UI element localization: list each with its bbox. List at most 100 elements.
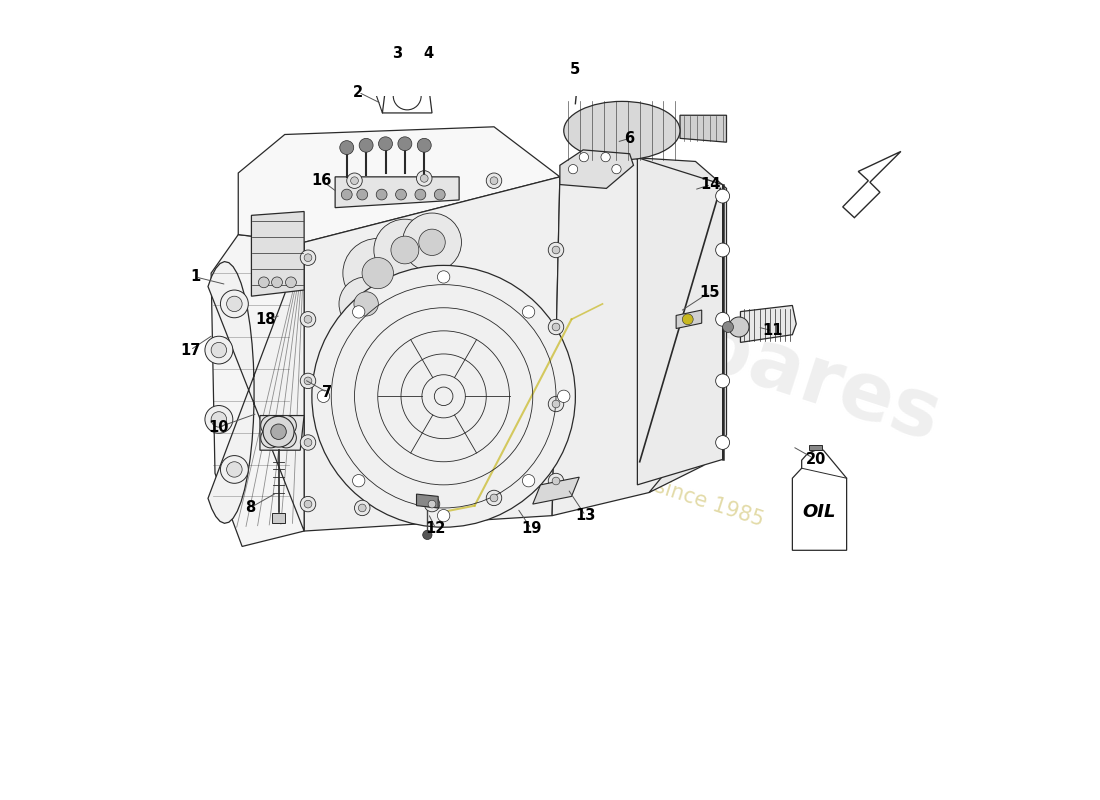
Circle shape: [729, 317, 749, 337]
Circle shape: [548, 242, 563, 258]
Circle shape: [491, 177, 498, 185]
Circle shape: [352, 306, 365, 318]
Circle shape: [261, 428, 280, 448]
Circle shape: [612, 165, 621, 174]
Circle shape: [548, 396, 563, 412]
Text: 1: 1: [190, 270, 200, 285]
Circle shape: [300, 496, 316, 512]
Text: 6: 6: [625, 131, 635, 146]
Circle shape: [272, 277, 283, 288]
Polygon shape: [383, 81, 432, 113]
Circle shape: [205, 336, 233, 364]
Text: 3: 3: [392, 46, 403, 61]
Text: 20: 20: [805, 452, 826, 467]
Circle shape: [261, 415, 280, 435]
Circle shape: [304, 377, 312, 385]
Circle shape: [220, 290, 249, 318]
Ellipse shape: [563, 102, 680, 160]
Polygon shape: [634, 158, 726, 493]
Text: eurospares: eurospares: [441, 226, 949, 458]
Circle shape: [420, 174, 428, 182]
Polygon shape: [680, 115, 726, 142]
Circle shape: [312, 266, 575, 527]
Circle shape: [340, 141, 354, 154]
Circle shape: [304, 254, 312, 262]
Circle shape: [339, 277, 394, 331]
Circle shape: [300, 311, 316, 327]
Circle shape: [354, 292, 378, 316]
Polygon shape: [810, 445, 822, 450]
Circle shape: [211, 342, 227, 358]
Circle shape: [419, 229, 446, 255]
Text: 15: 15: [700, 285, 719, 300]
Polygon shape: [336, 177, 459, 208]
Polygon shape: [676, 310, 702, 329]
Circle shape: [359, 138, 373, 152]
Polygon shape: [211, 234, 304, 546]
Circle shape: [304, 500, 312, 508]
Circle shape: [552, 400, 560, 408]
Circle shape: [574, 58, 585, 68]
Circle shape: [403, 213, 462, 271]
Circle shape: [398, 137, 411, 150]
Circle shape: [227, 296, 242, 311]
Circle shape: [356, 189, 367, 200]
Text: a passion for cars since 1985: a passion for cars since 1985: [470, 417, 767, 530]
Circle shape: [548, 319, 563, 334]
Circle shape: [716, 435, 729, 450]
Circle shape: [205, 406, 233, 434]
Circle shape: [434, 189, 446, 200]
Text: 10: 10: [209, 419, 229, 434]
Circle shape: [428, 500, 436, 508]
Circle shape: [552, 477, 560, 485]
Polygon shape: [273, 514, 285, 523]
Circle shape: [580, 153, 588, 162]
Circle shape: [266, 434, 275, 442]
Text: 12: 12: [426, 522, 447, 536]
Circle shape: [522, 474, 535, 487]
Text: 7: 7: [322, 385, 332, 400]
Circle shape: [300, 435, 316, 450]
Circle shape: [220, 455, 249, 483]
Circle shape: [425, 496, 440, 512]
Circle shape: [378, 137, 393, 150]
Text: 18: 18: [255, 312, 276, 326]
Circle shape: [370, 82, 378, 91]
Circle shape: [417, 138, 431, 152]
Circle shape: [374, 219, 436, 281]
Circle shape: [415, 46, 426, 57]
Circle shape: [558, 390, 570, 402]
Polygon shape: [260, 415, 304, 450]
Circle shape: [438, 270, 450, 283]
Text: 11: 11: [762, 323, 783, 338]
Circle shape: [266, 421, 275, 430]
Circle shape: [346, 173, 362, 189]
Circle shape: [341, 189, 352, 200]
Circle shape: [282, 421, 290, 430]
Polygon shape: [560, 150, 634, 188]
Circle shape: [394, 82, 421, 110]
Circle shape: [491, 494, 498, 502]
Circle shape: [415, 189, 426, 200]
Text: 17: 17: [180, 342, 200, 358]
Text: 16: 16: [311, 174, 332, 188]
Circle shape: [716, 312, 729, 326]
Text: OIL: OIL: [803, 503, 836, 522]
Circle shape: [396, 189, 406, 200]
Circle shape: [376, 189, 387, 200]
Polygon shape: [532, 477, 580, 504]
Polygon shape: [792, 450, 847, 550]
Circle shape: [351, 177, 359, 185]
Polygon shape: [417, 494, 438, 508]
Text: 13: 13: [575, 508, 595, 523]
Text: 4: 4: [424, 46, 433, 61]
Circle shape: [276, 415, 296, 435]
Circle shape: [723, 322, 734, 332]
Circle shape: [716, 374, 729, 388]
Circle shape: [359, 504, 366, 512]
Circle shape: [552, 323, 560, 331]
Circle shape: [569, 165, 578, 174]
Circle shape: [304, 438, 312, 446]
Circle shape: [601, 153, 610, 162]
Polygon shape: [208, 242, 304, 531]
